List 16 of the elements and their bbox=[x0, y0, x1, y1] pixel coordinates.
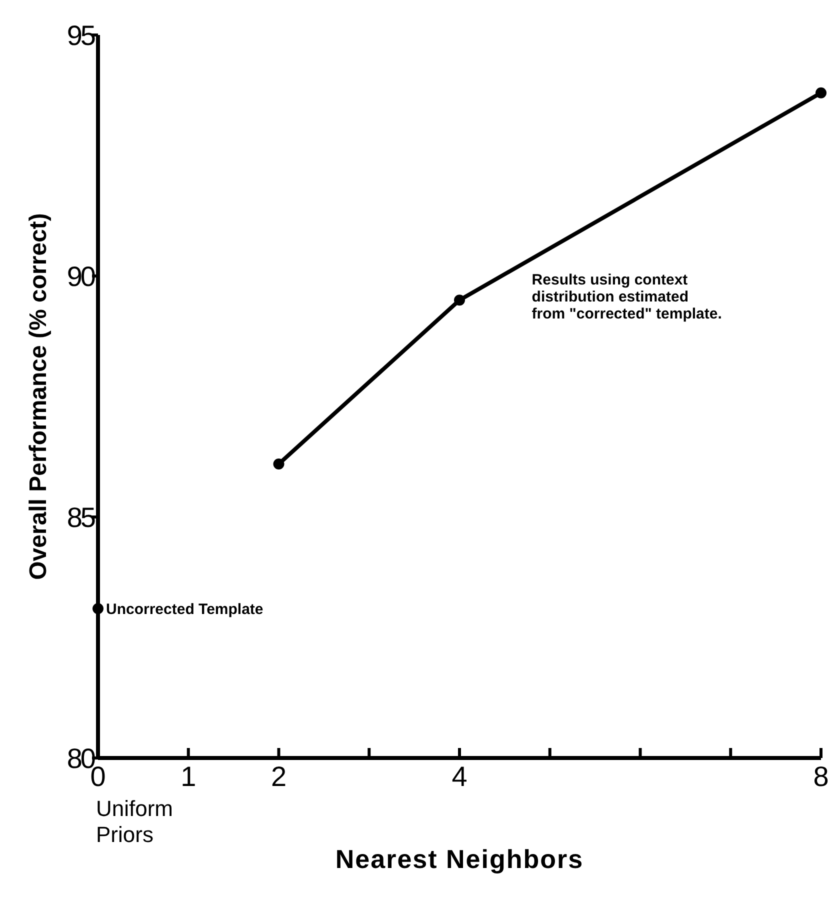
x-axis-title: Nearest Neighbors bbox=[335, 844, 584, 874]
x-tick-label: 4 bbox=[452, 761, 468, 792]
point bbox=[454, 294, 465, 306]
annotation: Uncorrected Template bbox=[106, 600, 264, 618]
x-tick-label: 8 bbox=[813, 761, 829, 792]
point bbox=[816, 87, 826, 98]
annotation: Results using context distribution estimated from "corrected" template. bbox=[532, 271, 722, 322]
x-tick-label: 1 bbox=[180, 761, 196, 792]
point bbox=[273, 458, 284, 470]
y-axis-title: Overall Performance (% correct) bbox=[25, 213, 52, 580]
text: Uniform Priors bbox=[96, 796, 174, 847]
y-tick-label: 85 bbox=[66, 502, 96, 533]
x-tick-label: 2 bbox=[270, 761, 287, 792]
point bbox=[92, 603, 104, 614]
y-tick-label: 90 bbox=[66, 260, 96, 292]
y-tick-label: 95 bbox=[66, 20, 96, 51]
